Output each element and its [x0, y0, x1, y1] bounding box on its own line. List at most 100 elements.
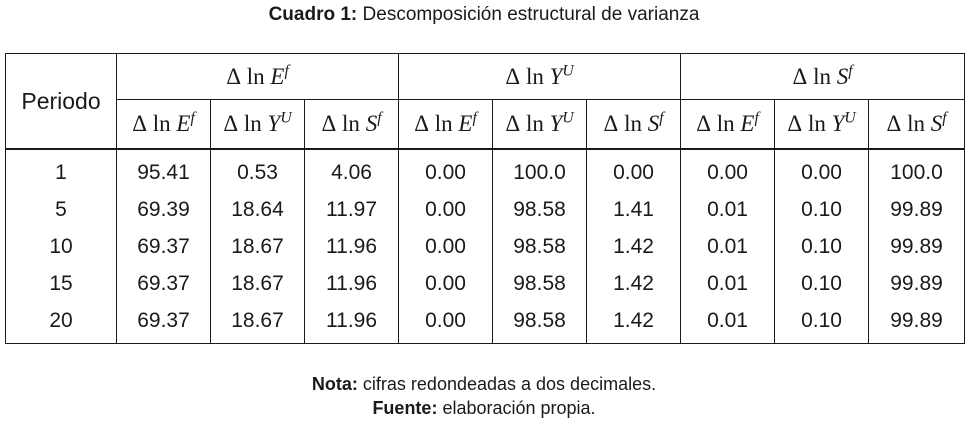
table-row: 15 69.37 18.67 11.96 0.00 98.58 1.42 0.01 0.10 99…	[5, 265, 966, 302]
variance-decomposition-table: Periodo Δ ln Ef Δ ln YU Δ ln Sf Δ ln Ef Δ…	[5, 53, 966, 344]
sub-sup: f	[190, 109, 195, 127]
sub-ln: ln	[525, 111, 544, 136]
value-cell: 18.67	[210, 228, 305, 265]
sub-header-row: Δ ln Ef Δ ln YU Δ ln Sf Δ ln Ef Δ ln YU Δ ln …	[6, 99, 966, 150]
sub-delta: Δ	[886, 111, 902, 136]
value-cell: 18.64	[210, 191, 305, 228]
periodo-cell: 20	[5, 302, 117, 344]
value-cell: 99.89	[868, 302, 966, 344]
nota-label: Nota:	[311, 374, 358, 394]
value-cell: 69.37	[116, 265, 211, 302]
group-sup: U	[562, 61, 574, 79]
sub-ln: ln	[624, 111, 642, 136]
value-cell: 0.10	[774, 191, 870, 228]
table-caption: Cuadro 1: Descomposición estructural de …	[0, 4, 968, 26]
value-cell: 100.0	[492, 149, 588, 191]
sub-delta: Δ	[603, 111, 619, 136]
periodo-cell: 15	[5, 265, 117, 302]
value-cell: 0.53	[210, 149, 305, 191]
sub-header-cell: Δ ln YU	[210, 99, 305, 150]
sub-delta: Δ	[321, 111, 337, 136]
sub-var: E	[740, 111, 755, 136]
value-cell: 0.00	[398, 149, 494, 191]
value-cell: 0.10	[774, 228, 870, 265]
value-cell: 0.01	[680, 228, 776, 265]
table-row: 10 69.37 18.67 11.96 0.00 98.58 1.42 0.01 0.10 99…	[5, 228, 966, 265]
sub-ln: ln	[907, 111, 925, 136]
value-cell: 1.42	[586, 302, 682, 344]
sub-ln: ln	[243, 111, 262, 136]
group-header-e: Δ ln Ef	[115, 53, 400, 100]
value-cell: 11.97	[303, 191, 400, 228]
value-cell: 1.42	[586, 228, 682, 265]
value-cell: 99.89	[868, 191, 966, 228]
value-cell: 98.58	[492, 302, 588, 344]
sub-sup: f	[754, 109, 759, 127]
sub-header-cell: Δ ln Ef	[398, 99, 494, 150]
periodo-cell: 5	[5, 191, 117, 228]
group-var: S	[836, 63, 849, 89]
sub-delta: Δ	[132, 111, 147, 136]
caption-label: Cuadro 1:	[268, 4, 358, 25]
sub-delta: Δ	[505, 111, 521, 136]
sub-delta: Δ	[787, 111, 803, 136]
sub-sup: f	[942, 109, 947, 127]
value-cell: 98.58	[492, 228, 588, 265]
sub-var: E	[458, 111, 473, 136]
value-cell: 0.00	[774, 149, 870, 191]
sub-sup: f	[472, 109, 477, 127]
table-row: 1 95.41 0.53 4.06 0.00 100.0 0.00 0.00 0.00 100.0	[5, 149, 966, 191]
value-cell: 0.00	[680, 149, 776, 191]
fuente-text: elaboración propia.	[442, 398, 596, 418]
value-cell: 0.00	[398, 191, 494, 228]
value-cell: 98.58	[492, 265, 588, 302]
sub-ln: ln	[342, 111, 360, 136]
value-cell: 69.39	[116, 191, 211, 228]
group-header-y: Δ ln YU	[398, 53, 682, 100]
sub-delta: Δ	[414, 111, 430, 136]
group-ln: ln	[246, 63, 265, 89]
fuente-line: Fuente: elaboración propia.	[0, 396, 968, 420]
value-cell: 4.06	[303, 149, 400, 191]
sub-sup: f	[659, 109, 664, 127]
sub-var: S	[647, 111, 660, 136]
group-ln: ln	[525, 63, 544, 89]
group-sup: f	[284, 61, 289, 79]
caption-text: Descomposición estructural de varianza	[362, 4, 700, 25]
group-ln: ln	[813, 63, 831, 89]
value-cell: 18.67	[210, 302, 305, 344]
sub-delta: Δ	[696, 111, 712, 136]
sub-ln: ln	[807, 111, 826, 136]
value-cell: 0.01	[680, 191, 776, 228]
table-row: 20 69.37 18.67 11.96 0.00 98.58 1.42 0.01 0.10 99…	[5, 302, 966, 344]
sub-header-cell: Δ ln YU	[492, 99, 588, 150]
nota-line: Nota: cifras redondeadas a dos decimales…	[0, 372, 968, 396]
value-cell: 0.00	[398, 302, 494, 344]
value-cell: 0.00	[398, 265, 494, 302]
value-cell: 0.00	[586, 149, 682, 191]
value-cell: 18.67	[210, 265, 305, 302]
group-delta: Δ	[226, 63, 242, 89]
sub-header-cell: Δ ln YU	[774, 99, 870, 150]
sub-header-cell: Δ ln Ef	[680, 99, 776, 150]
sub-sup: U	[562, 109, 574, 127]
sub-ln: ln	[152, 111, 171, 136]
table-body: 1 95.41 0.53 4.06 0.00 100.0 0.00 0.00 0.00 100.0…	[5, 149, 966, 344]
group-var: E	[270, 63, 285, 89]
table-notes: Nota: cifras redondeadas a dos decimales…	[0, 372, 968, 420]
value-cell: 11.96	[303, 265, 400, 302]
sub-sup: f	[377, 109, 382, 127]
value-cell: 0.10	[774, 265, 870, 302]
sub-delta: Δ	[223, 111, 239, 136]
value-cell: 95.41	[116, 149, 211, 191]
value-cell: 99.89	[868, 265, 966, 302]
sub-ln: ln	[434, 111, 453, 136]
group-header-s: Δ ln Sf	[680, 53, 966, 100]
value-cell: 100.0	[868, 149, 966, 191]
value-cell: 69.37	[116, 302, 211, 344]
fuente-label: Fuente:	[372, 398, 438, 418]
group-delta: Δ	[792, 63, 808, 89]
sub-sup: U	[280, 109, 292, 127]
sub-ln: ln	[716, 111, 735, 136]
sub-var: Y	[267, 111, 281, 136]
